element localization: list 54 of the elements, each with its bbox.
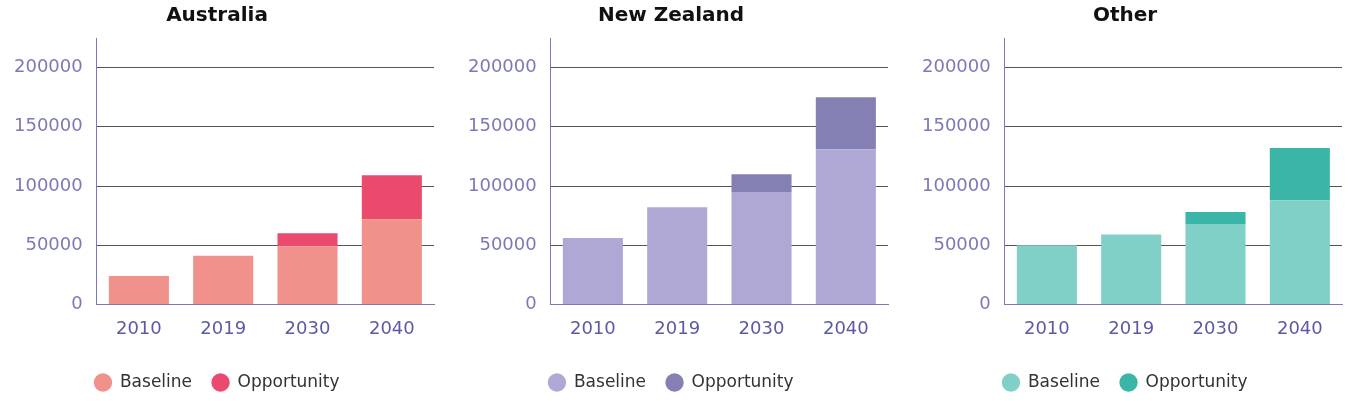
x-tick-label: 2040	[368, 316, 415, 338]
bar	[277, 246, 338, 304]
bar	[1101, 234, 1162, 304]
bar	[731, 191, 792, 304]
bar	[1185, 212, 1246, 224]
x-tick-label: 2010	[115, 316, 162, 338]
y-tick-label: 150000	[467, 114, 537, 136]
x-tick-label: 2030	[284, 316, 331, 338]
x-tick-label: 2019	[654, 316, 701, 338]
x-tick-label: 2030	[738, 316, 785, 338]
y-tick-label: 0	[525, 292, 537, 314]
bar	[361, 175, 422, 220]
legend-label: Opportunity	[691, 370, 794, 391]
x-tick-label: 2030	[1192, 316, 1239, 338]
y-tick-label: 150000	[921, 114, 991, 136]
bar	[731, 174, 792, 192]
bar	[562, 238, 623, 304]
bar	[1016, 245, 1077, 304]
y-tick-label: 100000	[13, 173, 83, 195]
y-tick-label: 0	[979, 292, 991, 314]
y-tick-label: 100000	[467, 173, 537, 195]
y-tick-label: 200000	[467, 55, 537, 77]
y-tick-label: 50000	[479, 232, 537, 254]
y-tick-label: 50000	[933, 232, 991, 254]
bar	[361, 219, 422, 304]
bar	[277, 233, 338, 247]
legend-label: Opportunity	[237, 370, 340, 391]
bar	[193, 255, 254, 304]
x-tick-label: 2010	[1023, 316, 1070, 338]
chart-title: New Zealand	[597, 2, 745, 27]
bar	[108, 275, 169, 304]
y-tick-label: 200000	[13, 55, 83, 77]
bar	[647, 207, 708, 304]
x-tick-label: 2010	[569, 316, 616, 338]
x-tick-label: 2040	[822, 316, 869, 338]
x-tick-label: 2019	[1108, 316, 1155, 338]
legend-label: Opportunity	[1145, 370, 1248, 391]
y-tick-label: 50000	[25, 232, 83, 254]
y-tick-label: 150000	[13, 114, 83, 136]
legend-label: Baseline	[573, 370, 647, 391]
bar	[1269, 148, 1330, 201]
y-tick-label: 200000	[921, 55, 991, 77]
chart-title: Australia	[166, 2, 268, 27]
legend-label: Baseline	[119, 370, 193, 391]
legend-label: Baseline	[1027, 370, 1101, 391]
bar	[1269, 200, 1330, 304]
y-tick-label: 100000	[921, 173, 991, 195]
bar	[815, 149, 876, 304]
chart-title: Other	[1092, 2, 1158, 27]
x-tick-label: 2040	[1276, 316, 1323, 338]
bar	[1185, 223, 1246, 304]
bar	[815, 97, 876, 150]
y-tick-label: 0	[71, 292, 83, 314]
x-tick-label: 2019	[200, 316, 247, 338]
